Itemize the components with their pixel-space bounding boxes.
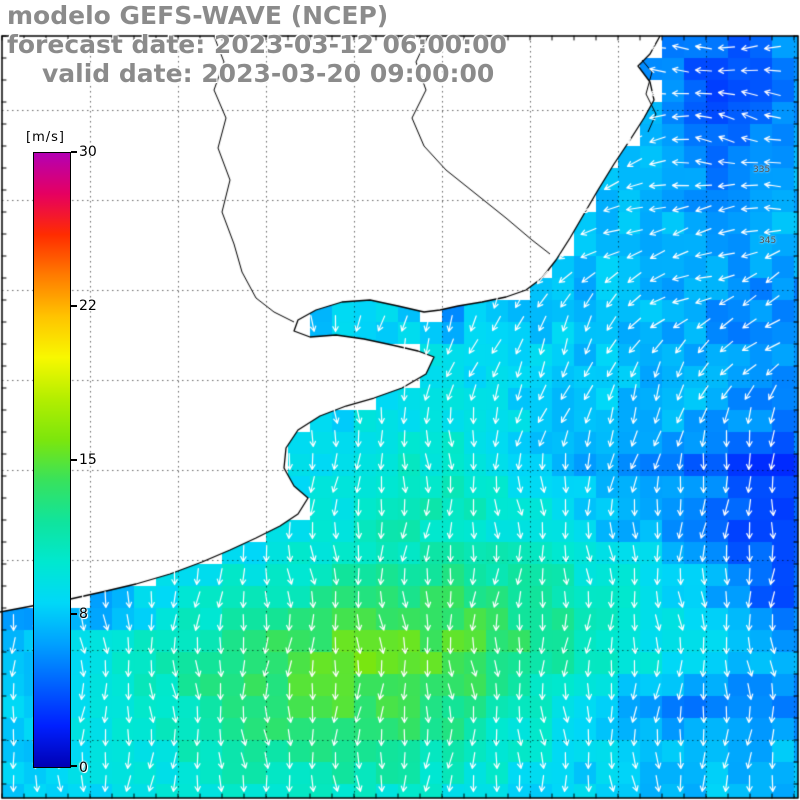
header: modelo GEFS-WAVE (NCEP) forecast date: 2… [7,1,507,88]
colorbar-tick-mark [71,305,77,307]
colorbar-tick-label: 8 [79,606,88,622]
colorbar-tick-mark [71,765,77,767]
forecast-date-line: forecast date: 2023-03-12 06:00:00 [7,30,507,59]
colorbar-tick-mark [71,459,77,461]
colorbar-tick-label: 15 [79,452,97,468]
colorbar-unit-label: [m/s] [26,130,65,145]
gridline-label: 335 [753,165,771,175]
gridline-label: 345 [759,236,777,246]
valid-date-line: valid date: 2023-03-20 09:00:00 [42,59,495,88]
model-title: modelo GEFS-WAVE (NCEP) [7,1,389,30]
colorbar-tick-mark [71,151,77,153]
colorbar-tick-label: 22 [79,298,97,314]
colorbar-tick-label: 0 [79,760,88,776]
colorbar-tick-mark [71,613,77,615]
colorbar-gradient [33,152,71,768]
colorbar-tick-label: 30 [79,144,97,160]
